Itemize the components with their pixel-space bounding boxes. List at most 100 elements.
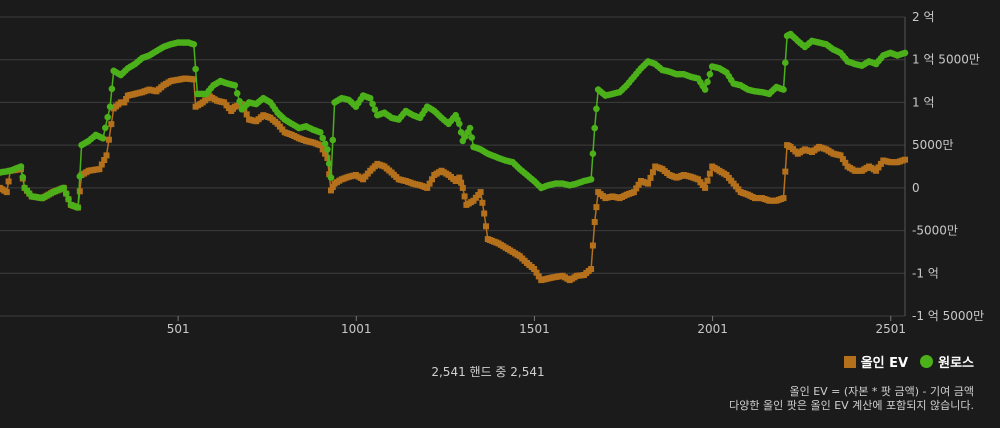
data-point-square	[645, 180, 652, 187]
data-point-square	[317, 142, 324, 149]
data-point-square	[3, 189, 10, 196]
data-point-circle	[106, 103, 114, 110]
data-point-square	[243, 111, 250, 118]
data-point-circle	[317, 129, 324, 136]
data-point-square	[630, 189, 637, 196]
data-point-circle	[108, 85, 116, 93]
data-point-circle	[104, 113, 111, 121]
legend-label-allin-ev: 올인 EV	[860, 356, 909, 371]
data-point-square	[877, 160, 884, 167]
data-point-square	[101, 157, 108, 163]
data-point-circle	[74, 204, 82, 211]
data-point-circle	[236, 98, 243, 105]
data-point-square	[533, 269, 540, 276]
data-point-square	[839, 156, 846, 163]
data-point-square	[591, 219, 598, 225]
data-point-square	[593, 204, 600, 211]
data-point-square	[456, 174, 463, 181]
data-point-square	[649, 169, 656, 176]
legend-item-won-loss[interactable]: 원로스	[920, 352, 974, 371]
data-point-circle	[327, 174, 335, 181]
data-point-circle	[591, 124, 598, 132]
data-point-square	[5, 178, 12, 185]
data-point-square	[481, 210, 488, 217]
data-point-circle	[706, 70, 714, 78]
hand-graph-chart: 2 억 1 억 5000만 1 억 5000만 0 -5000만 -1 억 -1 억 5000…	[0, 10, 984, 336]
y-tick-label: 2 억	[912, 10, 935, 24]
data-point-square	[324, 155, 331, 161]
data-point-square	[424, 184, 431, 191]
data-point-square	[328, 187, 334, 194]
data-point-square	[429, 176, 435, 183]
data-point-circle	[190, 41, 198, 48]
legend-label-won-loss: 원로스	[938, 356, 974, 371]
data-point-square	[782, 168, 789, 175]
data-point-square	[635, 181, 642, 188]
data-point-square	[426, 180, 433, 187]
data-point-square	[780, 195, 787, 202]
data-point-circle	[231, 82, 239, 89]
data-point-square	[105, 136, 112, 143]
data-point-circle	[901, 49, 909, 57]
data-point-square	[319, 146, 326, 153]
data-point-square	[483, 223, 489, 230]
legend-circle-marker-icon	[920, 355, 934, 368]
data-point-circle	[321, 140, 329, 147]
data-point-square	[190, 76, 197, 83]
data-point-square	[458, 179, 465, 186]
data-point-circle	[192, 65, 199, 73]
data-point-circle	[60, 184, 68, 192]
data-point-square	[702, 184, 709, 191]
data-point-square	[535, 273, 542, 280]
allin-ev-note: 올인 EV = (자본 * 팟 금액) - 기여 금액 다양한 올인 팟은 올인…	[729, 385, 974, 413]
data-point-square	[123, 96, 130, 102]
data-point-square	[461, 193, 468, 200]
data-point-square	[704, 177, 711, 184]
chart-gridlines	[0, 16, 906, 317]
data-point-circle	[325, 160, 333, 167]
data-point-square	[98, 161, 105, 168]
data-point-circle	[468, 134, 476, 141]
legend-square-marker-icon	[843, 355, 856, 368]
data-point-circle	[76, 173, 84, 180]
data-point-square	[326, 171, 333, 178]
data-point-square	[238, 101, 245, 108]
x-tick-label: 2001	[697, 322, 728, 336]
data-point-circle	[369, 100, 376, 108]
series-allin-ev	[0, 75, 908, 284]
data-point-square	[842, 159, 849, 166]
data-point-square	[647, 174, 654, 181]
data-point-square	[96, 166, 103, 173]
data-point-circle	[587, 176, 595, 183]
data-point-square	[459, 184, 466, 191]
data-point-square	[875, 164, 882, 171]
hand-count-summary: 2,541 핸드 중 2,541	[431, 365, 545, 379]
data-point-square	[633, 185, 640, 192]
data-point-circle	[102, 124, 109, 132]
y-axis-tick-labels: 2 억 1 억 5000만 1 억 5000만 0 -5000만 -1 억 -1 억 5000…	[912, 10, 984, 323]
data-point-square	[589, 242, 596, 249]
x-tick-label: 501	[167, 322, 190, 336]
data-point-square	[479, 199, 486, 206]
data-point-square	[706, 170, 713, 177]
data-point-circle	[589, 150, 597, 157]
data-point-square	[121, 99, 128, 106]
y-tick-label: -5000만	[912, 224, 958, 238]
data-point-circle	[371, 106, 379, 113]
data-point-square	[76, 188, 83, 195]
data-point-circle	[324, 146, 331, 153]
data-point-circle	[782, 59, 789, 66]
data-point-circle	[62, 190, 70, 197]
data-point-square	[531, 266, 538, 272]
x-tick-label: 2501	[875, 322, 906, 336]
x-axis-tick-labels: 501 1001 1501 2001 2501	[167, 316, 906, 336]
y-tick-label: -1 억	[912, 266, 939, 280]
data-point-circle	[457, 129, 465, 136]
data-point-square	[322, 150, 329, 157]
data-point-circle	[701, 86, 709, 93]
legend-item-allin-ev[interactable]: 올인 EV	[843, 352, 909, 371]
data-point-circle	[329, 136, 337, 144]
chart-legend: 올인 EV 원로스	[843, 352, 974, 371]
data-point-square	[108, 121, 115, 128]
chart-series-layer	[0, 30, 909, 284]
